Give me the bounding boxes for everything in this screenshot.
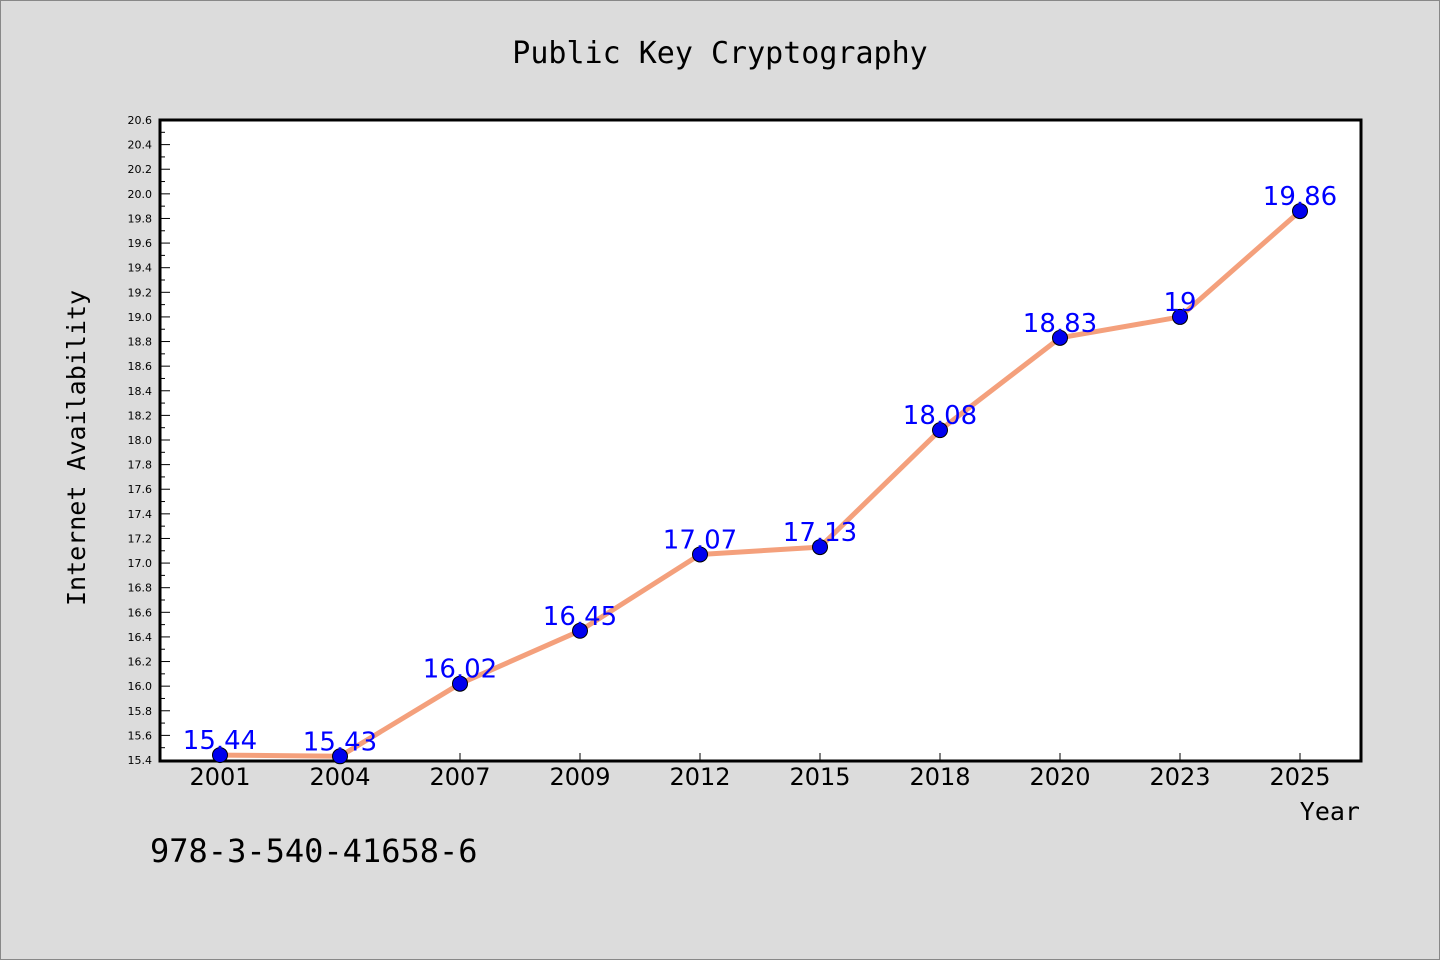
y-tick-label: 17.0 [128,557,153,570]
data-point [332,748,348,765]
x-axis-label: Year [1300,797,1360,826]
y-tick-label: 18.6 [128,360,153,373]
y-tick-label: 16.6 [128,606,153,619]
y-tick-label: 17.2 [128,532,153,545]
y-tick-label: 18.8 [128,336,153,349]
data-point [1052,329,1068,346]
y-axis-label: Internet Availability [62,290,91,606]
y-tick-label: 18.4 [128,385,153,398]
data-label: 19 [1163,288,1196,318]
y-tick-label: 19.8 [128,212,153,225]
data-label: 17.13 [783,518,857,548]
data-label: 19.86 [1263,182,1337,212]
y-tick-label: 17.6 [128,483,153,496]
y-tick-label: 15.4 [128,754,153,767]
x-tick-label: 2004 [309,763,370,791]
data-label: 17.07 [663,525,737,555]
y-tick-label: 15.8 [128,705,153,718]
data-label: 18.08 [903,401,977,431]
x-tick-label: 2025 [1269,763,1330,791]
data-label: 18.83 [1023,309,1097,339]
y-tick-label: 18.2 [128,409,153,422]
y-tick-label: 16.2 [128,656,153,669]
data-label: 15.44 [183,726,257,756]
data-point [452,675,468,692]
x-tick-label: 2007 [429,763,490,791]
isbn-text: 978-3-540-41658-6 [150,832,478,870]
y-axis: 15.4 15.6 15.8 16.0 16.2 16.4 16.6 16.8 17.0 17.2… [128,114,170,767]
y-tick-label: 19.0 [128,311,153,324]
data-point [812,539,828,556]
y-tick-label: 20.2 [128,163,153,176]
y-tick-label: 19.6 [128,237,153,250]
x-tick-label: 2012 [669,763,730,791]
plot-area [158,118,1363,763]
y-tick-label: 19.4 [128,262,153,275]
data-label: 16.02 [423,655,497,685]
y-tick-label: 20.4 [128,139,153,152]
x-axis: 2001 2004 2007 2009 2012 2015 2018 2020 2023 2025 [189,753,1331,791]
y-tick-label: 20.0 [128,188,153,201]
data-point [572,622,588,639]
data-point [1292,203,1308,220]
y-tick-label: 17.4 [128,508,153,521]
data-point [692,546,708,563]
y-tick-label: 15.6 [128,729,153,742]
data-labels: 15.44 15.43 16.02 16.45 17.07 17.13 18.08 18.83… [183,182,1337,757]
data-point [1172,308,1188,325]
y-tick-label: 17.8 [128,459,153,472]
y-tick-label: 19.2 [128,286,153,299]
y-tick-label: 20.6 [128,114,153,127]
y-tick-label: 16.0 [128,680,153,693]
series-group [212,203,1308,765]
x-tick-label: 2009 [549,763,610,791]
y-tick-label: 16.4 [128,631,153,644]
y-tick-label: 18.0 [128,434,153,447]
series-line [217,208,1303,759]
y-tick-label: 16.8 [128,582,153,595]
x-tick-label: 2001 [189,763,250,791]
chart-title: Public Key Cryptography [512,36,927,71]
data-label: 16.45 [543,602,617,632]
x-tick-label: 2015 [789,763,850,791]
data-point [212,747,228,764]
x-tick-label: 2018 [909,763,970,791]
x-tick-label: 2023 [1149,763,1210,791]
data-point [932,422,948,439]
x-tick-label: 2020 [1029,763,1090,791]
data-label: 15.43 [303,727,377,757]
